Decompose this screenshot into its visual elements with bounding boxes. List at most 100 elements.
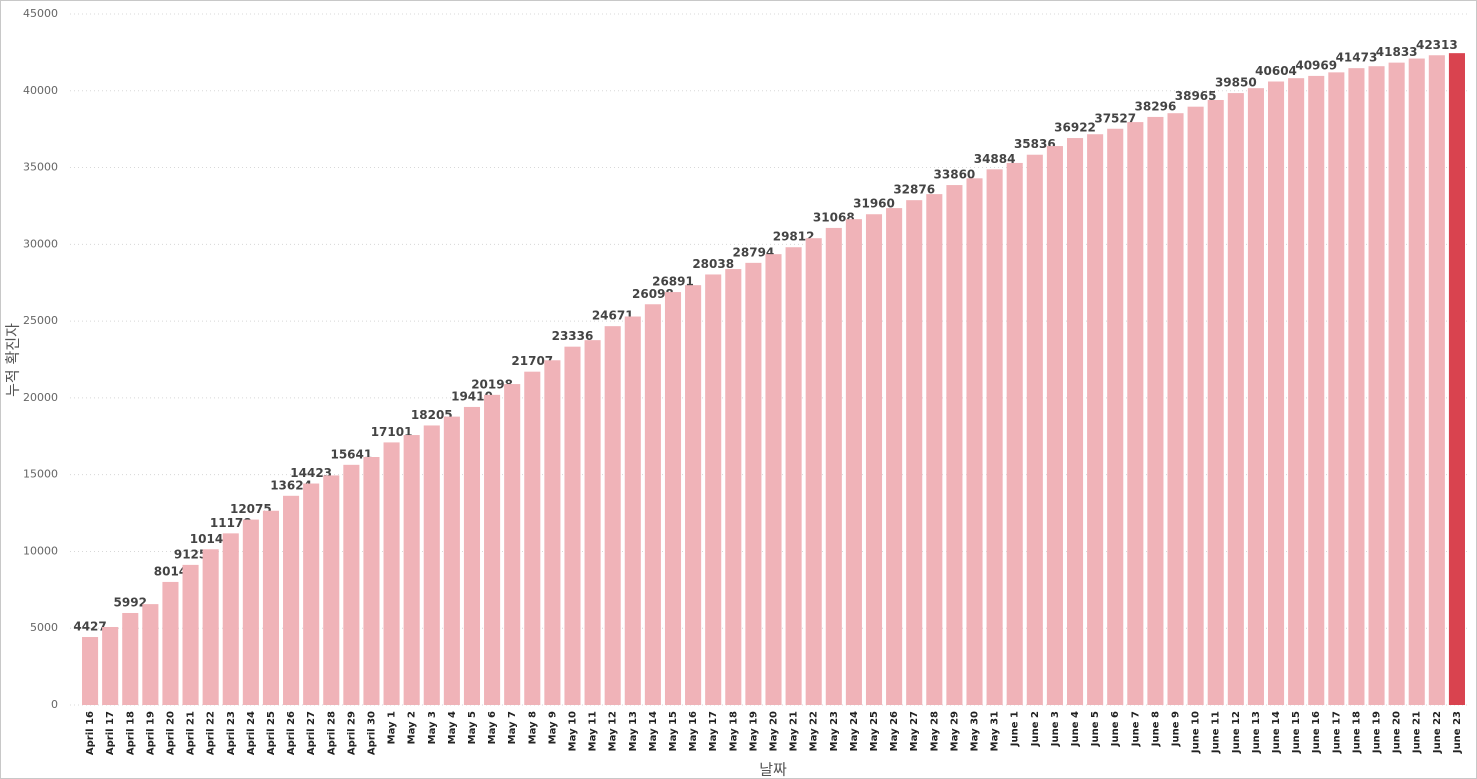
bar [1046, 146, 1063, 705]
x-tick-label: May 14 [648, 711, 659, 751]
bar [524, 371, 541, 705]
x-tick-label: June 18 [1351, 711, 1362, 754]
x-tick-label: April 22 [206, 711, 217, 755]
bar [262, 510, 280, 705]
bar [1288, 78, 1305, 706]
bar [463, 406, 481, 705]
bar [403, 435, 420, 705]
y-tick-label: 40000 [23, 84, 58, 97]
value-label: 20198 [471, 377, 513, 391]
value-label: 9125 [174, 547, 207, 561]
value-label: 32876 [893, 183, 935, 197]
bar [745, 262, 762, 705]
x-tick-label: May 17 [708, 711, 719, 751]
value-label: 15641 [330, 447, 372, 461]
y-tick-label: 25000 [23, 314, 58, 327]
value-label: 10141 [190, 532, 232, 546]
x-tick-label: May 13 [628, 711, 639, 751]
x-tick-label: May 5 [467, 711, 478, 744]
x-tick-label: May 11 [588, 711, 599, 751]
bar [926, 194, 943, 705]
x-tick-label: May 9 [547, 711, 558, 744]
value-label: 40969 [1295, 58, 1337, 72]
y-axis-title: 누적 확진자 [4, 323, 22, 397]
x-tick-label: June 8 [1150, 711, 1161, 747]
y-tick-label: 45000 [23, 7, 58, 20]
x-tick-label: June 11 [1211, 711, 1222, 754]
bar [865, 214, 883, 705]
x-tick-label: April 20 [165, 711, 176, 755]
bar [1388, 62, 1405, 706]
x-tick-label: June 5 [1090, 711, 1101, 747]
value-label: 31068 [813, 210, 855, 224]
bar [323, 475, 340, 705]
x-tick-label: June 9 [1171, 711, 1182, 747]
bar [785, 247, 802, 705]
bar [1127, 122, 1144, 706]
x-tick-label: May 26 [889, 711, 900, 751]
bar [202, 549, 219, 705]
x-tick-label: June 19 [1372, 711, 1383, 754]
x-tick-label: June 17 [1331, 711, 1342, 754]
x-tick-label: June 20 [1392, 711, 1403, 754]
value-label: 38965 [1175, 89, 1217, 103]
bar [1247, 88, 1264, 705]
value-label: 34884 [974, 152, 1016, 166]
bar [725, 269, 742, 705]
value-label: 40604 [1255, 64, 1297, 78]
x-tick-label: May 28 [929, 711, 940, 751]
value-label: 36922 [1054, 121, 1096, 135]
x-tick-label: June 4 [1070, 711, 1081, 747]
bar [122, 612, 139, 705]
x-tick-label: June 14 [1271, 711, 1282, 754]
x-tick-label: April 30 [366, 711, 377, 755]
x-tick-label: May 22 [809, 711, 820, 751]
x-tick-label: May 25 [869, 711, 880, 751]
bar [1428, 55, 1445, 705]
value-label: 28794 [733, 245, 775, 259]
x-tick-label: May 20 [769, 711, 780, 751]
bar [765, 254, 782, 705]
bar [825, 227, 842, 705]
bar [484, 394, 501, 705]
x-tick-label: April 16 [85, 711, 96, 755]
x-tick-label: May 7 [507, 711, 518, 744]
x-tick-label: June 13 [1251, 711, 1262, 754]
y-tick-label: 35000 [23, 161, 58, 174]
bar [604, 326, 621, 705]
x-tick-label: June 2 [1030, 711, 1041, 747]
x-tick-label: May 19 [748, 711, 759, 751]
x-tick-label: June 10 [1191, 711, 1202, 754]
bar [82, 637, 99, 705]
value-label: 14423 [290, 466, 332, 480]
x-tick-label: May 16 [688, 711, 699, 751]
bar [946, 185, 963, 705]
bar [1026, 154, 1043, 705]
bar [1368, 66, 1385, 706]
value-label: 26098 [632, 287, 674, 301]
value-label: 41473 [1336, 51, 1378, 65]
bar [624, 316, 641, 705]
x-tick-label: June 3 [1050, 711, 1061, 747]
bar [906, 200, 923, 705]
bar [1267, 81, 1285, 705]
bar [1167, 113, 1184, 705]
value-label: 11178 [210, 516, 252, 530]
x-tick-label: April 17 [105, 711, 116, 755]
x-tick-label: June 6 [1110, 711, 1121, 747]
bar [383, 442, 400, 705]
value-label: 23336 [552, 329, 594, 343]
x-tick-label: May 4 [447, 711, 458, 744]
x-tick-label: May 31 [990, 711, 1001, 751]
x-tick-label: May 8 [527, 711, 538, 744]
value-label: 18205 [411, 408, 453, 422]
bar [222, 533, 239, 705]
x-tick-label: May 12 [608, 711, 619, 751]
x-tick-label: April 26 [286, 711, 297, 755]
y-tick-label: 5000 [30, 621, 58, 634]
value-label: 28038 [692, 257, 734, 271]
y-tick-label: 15000 [23, 468, 58, 481]
x-tick-label: June 22 [1432, 711, 1443, 754]
value-label: 37527 [1094, 111, 1136, 125]
